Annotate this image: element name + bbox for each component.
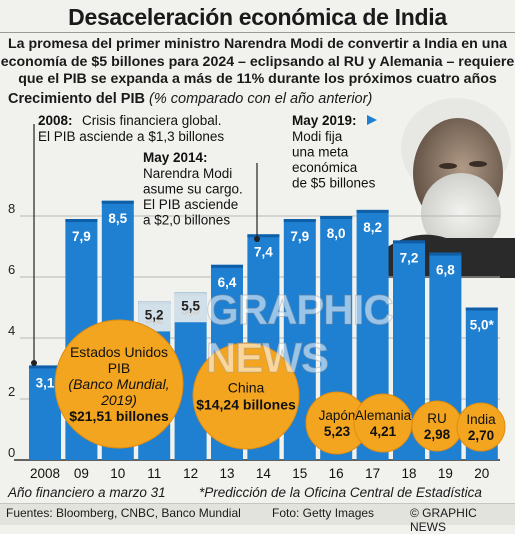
annotation-2019-text: económica — [292, 160, 358, 175]
annotation-dot — [254, 236, 260, 242]
gdp-circle — [353, 393, 413, 453]
bar-value-label: 8,5 — [108, 211, 127, 226]
chart-label-main: Crecimiento del PIB — [8, 91, 145, 107]
bar-top — [211, 264, 243, 268]
page-title: Desaceleración económica de India — [68, 4, 447, 30]
subtitle-line: economía de $5 billones para 2024 – ecli… — [0, 53, 515, 70]
bar-value-label: 8,0 — [327, 226, 346, 241]
gdp-circle-country: China — [228, 380, 265, 396]
annotation-2019-text: de $5 billones — [292, 176, 376, 191]
gdp-circle — [456, 402, 506, 452]
bar-top — [247, 234, 280, 238]
bar-value-label: 5,0* — [470, 318, 495, 333]
x-tick-label: 11 — [147, 466, 161, 481]
header-rule — [0, 32, 515, 33]
bar-value-label: 3,1 — [36, 375, 55, 390]
bar-value-label: 8,2 — [363, 220, 382, 235]
brand: © GRAPHIC NEWS — [410, 506, 477, 534]
annotation-2014-text: El PIB asciende — [143, 197, 238, 212]
gdp-circle — [411, 400, 463, 452]
annotation-2008-year: 2008: — [38, 113, 73, 128]
gdp-circle-source: 2019) — [100, 392, 137, 408]
gdp-circle-country: Japón — [319, 408, 356, 423]
footnote-fiscal-year: Año financiero a marzo 31 — [8, 485, 166, 500]
x-tick-label: 15 — [292, 466, 307, 481]
gdp-circle-value: $21,51 billones — [69, 408, 169, 424]
x-tick-label: 13 — [219, 466, 234, 481]
bar-top — [429, 252, 462, 256]
bar-top — [283, 219, 316, 223]
sources: Fuentes: Bloomberg, CNBC, Banco Mundial — [6, 506, 241, 520]
bar-value-label: 5,2 — [145, 307, 164, 322]
bar-value-label: 7,9 — [72, 229, 91, 244]
bar-top — [356, 209, 389, 213]
bar-value-label: 7,4 — [254, 244, 273, 259]
bar-value-label: 7,9 — [290, 229, 309, 244]
x-tick-label: 09 — [74, 466, 89, 481]
gdp-circle-value: 2,98 — [424, 427, 451, 442]
y-tick-label: 6 — [8, 262, 15, 277]
annotation-2014-year: May 2014: — [143, 150, 208, 165]
x-tick-label: 10 — [110, 466, 125, 481]
x-tick-label: 16 — [329, 466, 344, 481]
x-tick-label: 17 — [365, 466, 380, 481]
footer-bar — [0, 503, 515, 525]
y-tick-label: 4 — [8, 323, 15, 338]
gdp-circle-source: (Banco Mundial, — [68, 376, 169, 392]
annotation-2014-text: a $2,0 billones — [143, 213, 230, 228]
bar-value-label: 6,4 — [218, 275, 237, 290]
gdp-circle — [192, 342, 300, 450]
x-tick-label: 19 — [438, 466, 453, 481]
bar-top — [320, 216, 353, 219]
gdp-circle-value: 4,21 — [370, 424, 397, 439]
annotation-2019-text: Modi fija — [292, 129, 343, 144]
bar-value-label: 6,8 — [436, 263, 455, 278]
bar-top — [465, 307, 498, 311]
y-tick-label: 2 — [8, 384, 15, 399]
chart-label-unit: (% comparado con el año anterior) — [149, 91, 373, 107]
gdp-circle-value: 2,70 — [468, 428, 494, 443]
annotation-dot — [31, 360, 37, 366]
gdp-circle-country: India — [466, 412, 496, 427]
y-tick-label: 8 — [8, 201, 15, 216]
x-tick-label: 20 — [474, 466, 489, 481]
bar-top — [393, 240, 425, 244]
y-tick-label: 0 — [8, 445, 15, 460]
subtitle: La promesa del primer ministro Narendra … — [0, 36, 515, 89]
x-tick-label: 18 — [401, 466, 416, 481]
bar-top — [29, 365, 61, 369]
annotation-2008-text: Crisis financiera global. — [82, 113, 222, 128]
photo-credit: Foto: Getty Images — [272, 506, 375, 520]
subtitle-line: que el PIB se expanda a más de 11% duran… — [18, 71, 497, 87]
x-tick-label: 12 — [183, 466, 198, 481]
bar-top — [65, 219, 98, 223]
footnote-forecast: *Predicción de la Oficina Central de Est… — [199, 485, 482, 500]
x-tick-label: 14 — [256, 466, 272, 481]
gdp-circle-country: PIB — [108, 360, 131, 376]
x-tick-label: 2008 — [30, 466, 60, 481]
chart-label: Crecimiento del PIB (% comparado con el … — [8, 91, 372, 107]
annotation-2019-text: una meta — [292, 145, 349, 160]
gdp-circle-value: 5,23 — [324, 424, 351, 439]
gdp-circle-country: RU — [427, 411, 447, 426]
bar-value-label: 7,2 — [400, 250, 419, 265]
annotation-2019-year: May 2019: — [292, 113, 357, 128]
gdp-circle-country: Estados Unidos — [70, 344, 168, 360]
annotation-2019-pointer — [367, 115, 377, 125]
gdp-circle-country: Alemania — [355, 408, 412, 423]
bar-highlight — [174, 292, 207, 323]
gdp-circle-value: $14,24 billones — [196, 397, 296, 413]
annotation-2008-text: El PIB asciende a $1,3 billones — [38, 129, 224, 144]
bar-top — [101, 200, 134, 204]
annotation-2014-text: Narendra Modi — [143, 166, 232, 181]
subtitle-line: La promesa del primer ministro Narendra … — [7, 36, 508, 52]
annotation-2014-text: asume su cargo. — [143, 182, 243, 197]
gdp-circle — [54, 319, 184, 449]
bar-value-label: 5,5 — [181, 298, 200, 313]
